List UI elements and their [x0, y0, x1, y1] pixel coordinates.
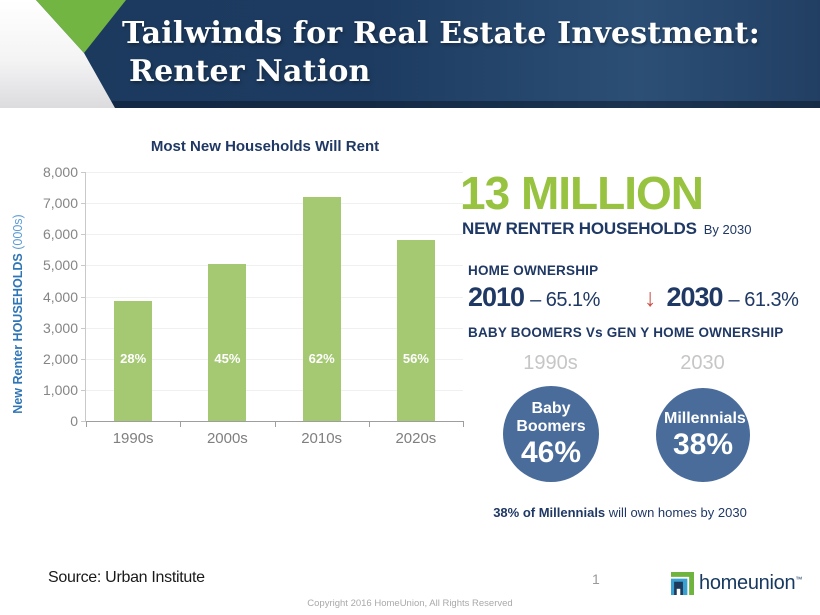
bar-1990s: 28%: [114, 301, 153, 421]
bar-value-label: 56%: [402, 351, 429, 366]
slide-title-line2: Renter Nation: [129, 54, 371, 89]
x-tick-mark: [463, 421, 464, 427]
home-ownership-row: 2010 – 65.1% ↓ 2030 – 61.3%: [468, 282, 799, 313]
x-tick-mark: [368, 421, 370, 427]
big-number-caption: NEW RENTER HOUSEHOLDS By 2030: [462, 219, 751, 239]
millennials-label: Millennials: [664, 409, 746, 427]
gridline: [86, 296, 463, 298]
baby-boomers-label: Baby Boomers: [516, 399, 586, 435]
period-label-2030: 2030: [680, 352, 725, 374]
source-text: Source: Urban Institute: [48, 569, 205, 586]
page-number: 1: [592, 571, 600, 587]
bar-value-label: 28%: [120, 351, 147, 366]
millennials-circle: Millennials 38%: [656, 388, 750, 482]
x-tick-mark: [86, 421, 87, 427]
y-tick-label: 6,000: [42, 226, 78, 243]
bar-value-label: 45%: [214, 351, 241, 366]
period-label-1990s: 1990s: [523, 352, 578, 374]
x-tick-label: 2000s: [206, 430, 248, 447]
footnote-rest: will own homes by 2030: [605, 505, 747, 520]
x-tick-mark: [274, 421, 276, 427]
header-background: [0, 0, 820, 108]
y-tick-label: 3,000: [42, 319, 78, 336]
y-axis-title-bold: New Renter HOUSEHOLDS: [11, 253, 25, 414]
chart-title: Most New Households Will Rent: [150, 138, 380, 155]
homeunion-logo-text: homeunion™: [699, 572, 802, 594]
gridline: [86, 265, 463, 267]
big-number-caption-bold: NEW RENTER HOUSEHOLDS: [462, 219, 697, 238]
home-ownership-heading: HOME OWNERSHIP: [468, 263, 599, 278]
y-tick-mark: [81, 296, 86, 298]
chart-plot: 0 1,000 2,000 3,000 4,000 5,000 6,000 7,000 8,00…: [43, 164, 464, 447]
comparison-heading: BABY BOOMERS Vs GEN Y HOME OWNERSHIP: [468, 325, 784, 340]
y-tick-label: 8,000: [42, 164, 78, 180]
ownership-2010-year: 2010: [468, 282, 525, 312]
y-tick-mark: [81, 234, 86, 236]
down-arrow-icon: ↓: [643, 284, 657, 312]
y-tick-label: 7,000: [42, 195, 78, 212]
y-tick-mark: [81, 421, 86, 422]
gridline: [86, 203, 463, 205]
homeunion-logo-icon: [671, 572, 694, 595]
y-axis-title-suffix: (000s): [11, 214, 25, 250]
bar-2020s: 56%: [396, 240, 435, 421]
gridline: [86, 172, 463, 173]
bar-2010s: 62%: [302, 196, 341, 421]
bar-2000s: 45%: [208, 263, 247, 421]
trademark-symbol: ™: [795, 576, 802, 584]
y-tick-label: 4,000: [42, 288, 78, 305]
y-tick-label: 5,000: [42, 257, 78, 274]
ownership-2010-value: – 65.1%: [530, 289, 600, 311]
millennials-value: 38%: [672, 427, 734, 461]
x-tick-label: 2010s: [301, 430, 343, 447]
ownership-2030-value: – 61.3%: [728, 289, 799, 311]
y-tick-label: 2,000: [42, 350, 78, 367]
y-tick-mark: [81, 389, 86, 391]
x-tick-label: 2020s: [395, 430, 437, 447]
header-bottom-strip: [0, 101, 820, 108]
baby-boomers-value: 46%: [520, 435, 582, 469]
ownership-2030-year: 2030: [666, 282, 723, 312]
y-tick-mark: [81, 265, 86, 267]
y-tick-mark: [81, 327, 86, 329]
x-tick-mark: [180, 421, 182, 427]
y-tick-label: 0: [70, 413, 78, 429]
y-tick-mark: [81, 358, 86, 360]
baby-boomers-circle: Baby Boomers 46%: [503, 386, 599, 482]
big-number: 13 MILLION: [460, 167, 704, 219]
homeunion-logo: homeunion™: [671, 572, 802, 595]
slide-title: Tailwinds for Real Estate Investment: Re…: [122, 15, 760, 91]
y-tick-mark: [81, 172, 86, 173]
y-tick-mark: [81, 203, 86, 205]
copyright-text: Copyright 2016 HomeUnion, All Rights Res…: [307, 598, 513, 609]
gridline: [86, 358, 463, 360]
footnote: 38% of Millennials will own homes by 203…: [440, 505, 800, 520]
bar-value-label: 62%: [308, 351, 335, 366]
y-tick-label: 1,000: [42, 381, 78, 398]
big-number-caption-suffix: By 2030: [703, 222, 752, 237]
gridline: [86, 327, 463, 329]
footnote-bold: 38% of Millennials: [493, 505, 606, 520]
gridline: [86, 389, 463, 391]
gridline: [86, 234, 463, 236]
slide-header: Tailwinds for Real Estate Investment: Re…: [0, 0, 820, 108]
x-tick-label: 1990s: [112, 430, 154, 447]
slide-title-line1: Tailwinds for Real Estate Investment:: [122, 16, 761, 51]
